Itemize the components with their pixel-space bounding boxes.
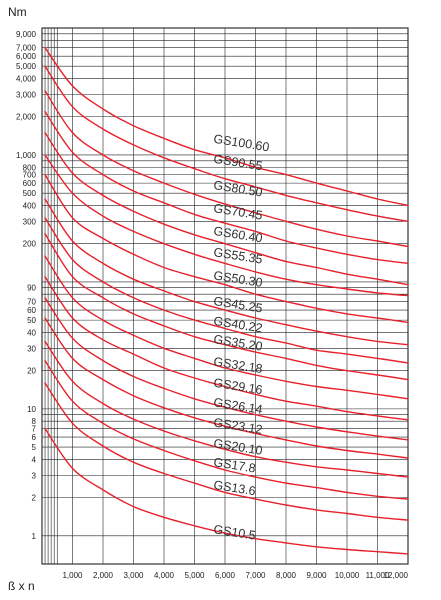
- curves: [44, 47, 409, 555]
- y-tick-label: 40: [27, 328, 36, 337]
- x-tick-label: 7,000: [245, 571, 266, 580]
- series-line-GS13.6: [44, 382, 409, 521]
- series-line-GS80.50: [44, 90, 409, 248]
- x-tick-labels: 1,000 2,000 3,000 4,000 5,000 6,000 7,000 8,000…: [62, 571, 408, 580]
- y-tick-label: 70: [27, 298, 36, 307]
- y-tick-label: 5: [32, 443, 37, 452]
- y-tick-label: 5,000: [16, 62, 37, 71]
- series-line-GS70.45: [44, 110, 409, 265]
- series-label: GS13.6: [213, 478, 257, 498]
- series-line-GS23.12: [44, 317, 409, 459]
- x-tick-label: 3,000: [123, 571, 144, 580]
- y-tick-label: 300: [23, 217, 37, 226]
- x-tick-label: 12,000: [384, 571, 409, 580]
- series-line-GS50.30: [44, 173, 409, 324]
- y-tick-label: 6: [32, 433, 37, 442]
- y-tick-label: 500: [23, 189, 37, 198]
- x-tick-label: 9,000: [306, 571, 327, 580]
- series-line-GS45.25: [44, 198, 409, 346]
- series-line-GS20.10: [44, 340, 409, 478]
- y-tick-label: 4,000: [16, 75, 37, 84]
- series-line-GS35.20: [44, 232, 409, 381]
- y-tick-label: 7,000: [16, 44, 37, 53]
- series-line-GS10.5: [44, 427, 409, 555]
- y-tick-label: 4: [32, 455, 37, 464]
- series-label: GS10.5: [213, 522, 257, 542]
- x-tick-label: 5,000: [184, 571, 205, 580]
- series-line-GS60.40: [44, 131, 409, 286]
- series-line-GS26.14: [44, 297, 409, 441]
- series-line-GS90.55: [44, 65, 409, 222]
- y-tick-label: 30: [27, 344, 36, 353]
- y-tick-label: 9,000: [16, 30, 37, 39]
- x-tick-label: 11,000: [366, 571, 390, 580]
- series-line-GS55.35: [44, 154, 409, 297]
- x-tick-label: 2,000: [93, 571, 114, 580]
- y-tick-label: 6,000: [16, 52, 37, 61]
- y-tick-label: 800: [23, 163, 37, 172]
- series-label: GS17.8: [213, 455, 257, 475]
- x-tick-label: 8,000: [276, 571, 297, 580]
- y-tick-label: 90: [27, 284, 36, 293]
- y-tick-label: 60: [27, 306, 36, 315]
- series-line-GS40.22: [44, 217, 409, 364]
- series-line-GS100.60: [44, 47, 409, 207]
- series-line-GS29.16: [44, 276, 409, 421]
- y-tick-label: 8: [32, 417, 37, 426]
- y-tick-label: 400: [23, 201, 37, 210]
- y-tick-label: 1,000: [16, 151, 37, 160]
- y-tick-label: 20: [27, 367, 36, 376]
- y-tick-label: 2,000: [16, 113, 37, 122]
- y-tick-label: 7: [32, 425, 37, 434]
- y-tick-label: 1: [32, 532, 37, 541]
- y-tick-label: 3: [32, 471, 37, 480]
- y-tick-label: 600: [23, 179, 37, 188]
- y-tick-label: 10: [27, 405, 36, 414]
- y-tick-label: 3,000: [16, 90, 37, 99]
- x-axis-title: ß x n: [8, 579, 35, 593]
- x-tick-label: 6,000: [215, 571, 236, 580]
- x-tick-label: 10,000: [335, 571, 360, 580]
- series-line-GS32.18: [44, 255, 409, 400]
- y-tick-label: 200: [23, 240, 37, 249]
- x-tick-label: 1,000: [62, 571, 83, 580]
- y-tick-label: 700: [23, 171, 37, 180]
- x-tick-label: 4,000: [154, 571, 175, 580]
- y-tick-label: 2: [32, 494, 37, 503]
- y-axis-title: Nm: [8, 5, 27, 19]
- series-line-GS17.8: [44, 359, 409, 500]
- y-tick-label: 50: [27, 316, 36, 325]
